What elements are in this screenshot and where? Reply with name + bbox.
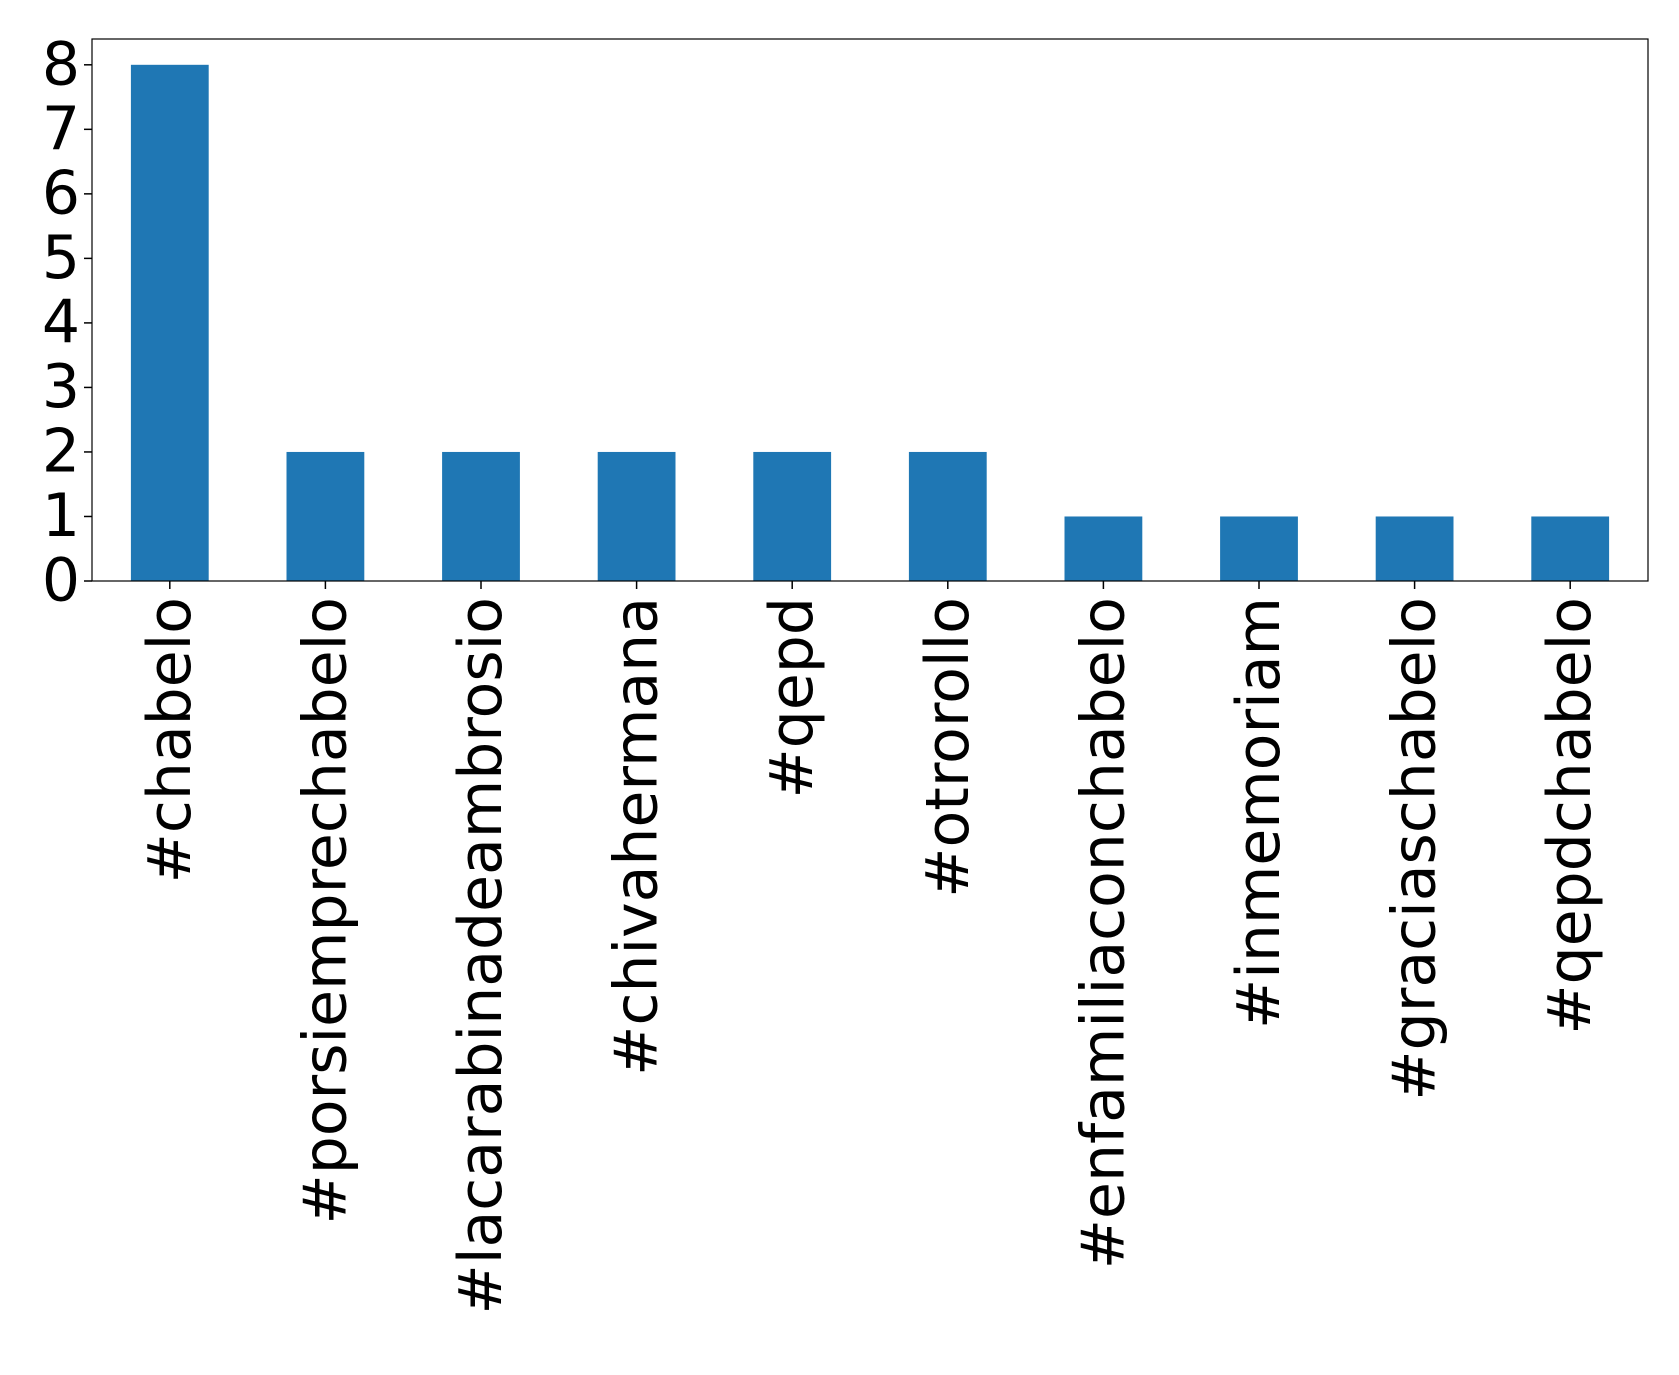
x-tick-label: #porsiemprechabelo [290, 597, 360, 1225]
bar [1375, 516, 1454, 581]
bar [1064, 516, 1143, 581]
y-tick-label: 3 [42, 352, 80, 422]
x-tick-label: #otrorollo [913, 597, 983, 898]
bar [1220, 516, 1298, 581]
x-tick-label: #qepdchabelo [1535, 597, 1605, 1035]
y-tick-label: 4 [42, 287, 80, 357]
plot-frame [91, 38, 1649, 582]
y-tick-label: 2 [42, 417, 80, 487]
y-tick-label: 5 [42, 223, 80, 293]
y-tick-label: 8 [42, 29, 80, 99]
x-tick-label: #chabelo [135, 597, 205, 883]
y-tick-label: 0 [42, 546, 80, 616]
bar [908, 451, 987, 581]
x-tick-label: #enfamiliaconchabelo [1068, 597, 1138, 1269]
x-tick-label: #lacarabinadeambrosio [446, 597, 516, 1314]
bar [597, 451, 676, 581]
y-tick-label: 7 [42, 94, 80, 164]
bar [286, 451, 365, 581]
bar [130, 64, 209, 582]
x-tick-label: #inmemoriam [1224, 597, 1294, 1029]
x-tick-label: #graciaschabelo [1380, 597, 1450, 1101]
x-tick-label: #qepd [757, 597, 827, 798]
y-tick-label: 1 [42, 481, 80, 551]
x-tick-label: #chivahermana [602, 597, 672, 1076]
bar [442, 451, 520, 581]
bar [753, 451, 832, 581]
y-tick-label: 6 [42, 158, 80, 228]
bar [1531, 516, 1610, 581]
